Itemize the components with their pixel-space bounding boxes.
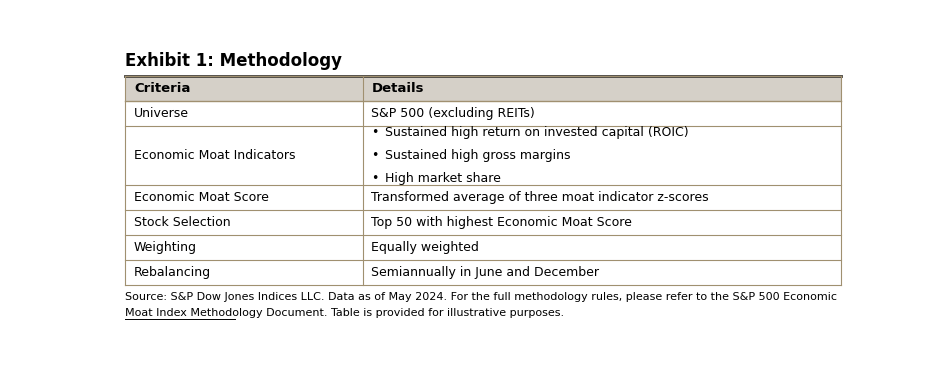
Text: Economic Moat Indicators: Economic Moat Indicators (134, 149, 295, 162)
Text: Moat Index Methodology Document. Table is provided for illustrative purposes.: Moat Index Methodology Document. Table i… (125, 308, 564, 319)
Text: Exhibit 1: Methodology: Exhibit 1: Methodology (125, 52, 342, 70)
Bar (125, 76, 841, 101)
Text: Transformed average of three moat indicator z-scores: Transformed average of three moat indica… (372, 191, 709, 204)
Text: Source: S&P Dow Jones Indices LLC. Data as of May 2024. For the full methodology: Source: S&P Dow Jones Indices LLC. Data … (125, 292, 837, 302)
Text: Criteria: Criteria (134, 82, 190, 95)
Text: Equally weighted: Equally weighted (372, 241, 479, 254)
Text: Sustained high return on invested capital (ROIC): Sustained high return on invested capita… (385, 126, 688, 139)
Text: S&P 500 (excluding REITs): S&P 500 (excluding REITs) (372, 107, 536, 120)
Text: Top 50 with highest Economic Moat Score: Top 50 with highest Economic Moat Score (372, 216, 633, 229)
Text: Stock Selection: Stock Selection (134, 216, 231, 229)
Text: Semiannually in June and December: Semiannually in June and December (372, 266, 600, 279)
Text: •: • (372, 149, 379, 162)
Text: Rebalancing: Rebalancing (134, 266, 211, 279)
Text: Economic Moat Score: Economic Moat Score (134, 191, 269, 204)
Text: High market share: High market share (385, 172, 501, 185)
Text: Details: Details (372, 82, 424, 95)
Text: •: • (372, 126, 379, 139)
Text: Universe: Universe (134, 107, 189, 120)
Text: Sustained high gross margins: Sustained high gross margins (385, 149, 571, 162)
Text: •: • (372, 172, 379, 185)
Text: Weighting: Weighting (134, 241, 197, 254)
